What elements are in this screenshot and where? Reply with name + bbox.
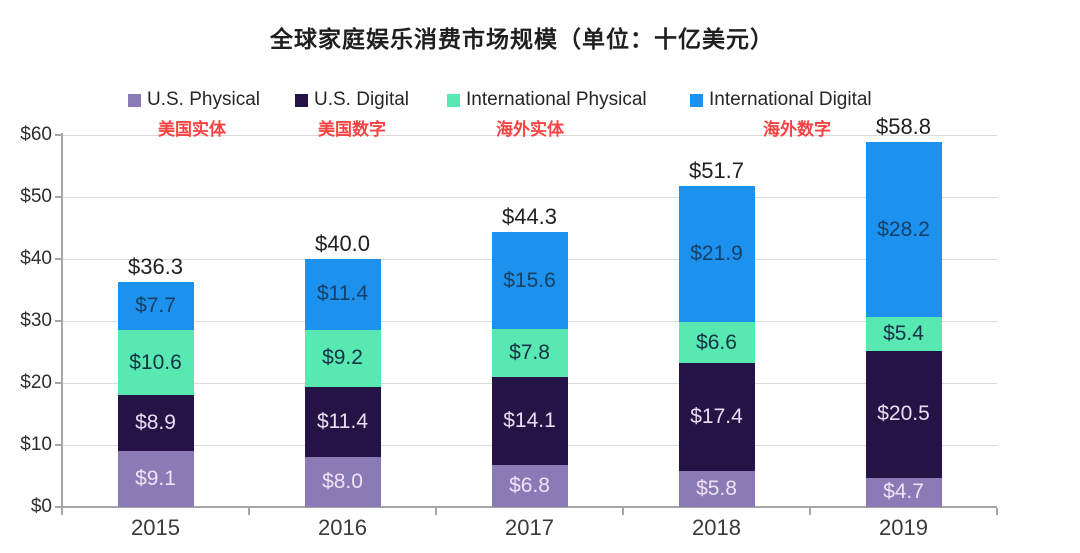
segment-value-label: $21.9 xyxy=(690,242,743,266)
x-axis-tick xyxy=(248,508,250,515)
legend-swatch-u-s-physical xyxy=(128,93,141,107)
y-axis-tick xyxy=(55,444,62,446)
y-axis-line xyxy=(61,133,63,513)
x-axis-tick xyxy=(996,508,998,515)
legend-annotation-zh-u-s-physical: 美国实体 xyxy=(158,120,226,139)
legend-swatch-u-s-digital xyxy=(295,93,308,107)
segment-value-label: $20.5 xyxy=(877,402,930,426)
bar-total-label: $44.3 xyxy=(501,204,558,230)
legend-swatch-international-digital xyxy=(690,93,703,107)
segment-value-label: $8.0 xyxy=(322,470,363,494)
bar-segment-2019-international-physical: $5.4 xyxy=(865,317,942,351)
segment-value-label: $11.4 xyxy=(317,282,368,306)
bar-segment-2017-international-physical: $7.8 xyxy=(491,329,568,378)
segment-value-label: $6.8 xyxy=(509,473,550,497)
x-axis-tick xyxy=(622,508,624,515)
y-axis-label: $20 xyxy=(20,372,52,393)
segment-value-label: $14.1 xyxy=(503,409,556,433)
y-axis-tick xyxy=(55,134,62,136)
chart-title: 全球家庭娱乐消费市场规模（单位：十亿美元） xyxy=(270,26,774,52)
y-axis-label: $40 xyxy=(20,248,52,269)
legend-item-international-physical: International Physical xyxy=(447,89,647,111)
legend-label: International Physical xyxy=(466,89,647,110)
x-axis-label: 2019 xyxy=(879,515,928,540)
y-axis-label: $60 xyxy=(20,124,52,145)
bar-segment-2018-international-physical: $6.6 xyxy=(678,322,755,364)
gridline xyxy=(62,134,997,136)
y-axis-tick xyxy=(55,320,62,322)
legend-swatch-international-physical xyxy=(447,93,460,107)
segment-value-label: $8.9 xyxy=(135,410,176,434)
segment-value-label: $11.4 xyxy=(317,410,368,434)
bar-total-label: $58.8 xyxy=(875,114,932,140)
segment-value-label: $15.6 xyxy=(503,268,556,292)
legend-label: International Digital xyxy=(709,89,872,110)
bar-segment-2017-international-digital: $15.6 xyxy=(491,232,568,330)
bar-segment-2019-international-digital: $28.2 xyxy=(865,142,942,318)
segment-value-label: $17.4 xyxy=(690,405,743,429)
bar-segment-2018-u-s-digital: $17.4 xyxy=(678,363,755,472)
y-axis-tick xyxy=(55,382,62,384)
legend-annotation-zh-u-s-digital: 美国数字 xyxy=(318,120,386,139)
bar-segment-2015-u-s-digital: $8.9 xyxy=(117,395,194,451)
bar-segment-2017-u-s-physical: $6.8 xyxy=(491,464,568,507)
x-axis-line xyxy=(62,506,997,508)
bar-total-label: $51.7 xyxy=(688,158,745,184)
legend-annotation-zh-international-physical: 海外实体 xyxy=(496,120,564,139)
y-axis-label: $10 xyxy=(20,434,52,455)
bar-segment-2017-u-s-digital: $14.1 xyxy=(491,377,568,465)
y-axis-label: $30 xyxy=(20,310,52,331)
bar-segment-2015-international-digital: $7.7 xyxy=(117,281,194,330)
legend-label: U.S. Digital xyxy=(314,89,410,110)
x-axis-tick xyxy=(61,508,63,515)
bar-segment-2019-u-s-digital: $20.5 xyxy=(865,350,942,478)
bar-segment-2016-u-s-digital: $11.4 xyxy=(304,386,381,458)
segment-value-label: $28.2 xyxy=(877,217,930,241)
bar-segment-2018-u-s-physical: $5.8 xyxy=(678,471,755,507)
segment-value-label: $5.8 xyxy=(696,477,737,500)
bar-total-label: $36.3 xyxy=(127,253,184,279)
bar-segment-2016-u-s-physical: $8.0 xyxy=(304,457,381,507)
segment-value-label: $9.2 xyxy=(322,346,363,370)
segment-value-label: $6.6 xyxy=(696,330,737,354)
legend-item-u-s-physical: U.S. Physical xyxy=(128,89,260,111)
bar-segment-2016-international-digital: $11.4 xyxy=(304,259,381,330)
segment-value-label: $9.1 xyxy=(135,466,176,490)
y-axis-label: $0 xyxy=(30,496,52,517)
segment-value-label: $7.7 xyxy=(135,293,176,317)
segment-value-label: $10.6 xyxy=(129,350,182,374)
bar-segment-2018-international-digital: $21.9 xyxy=(678,186,755,323)
x-axis-tick xyxy=(435,508,437,515)
x-axis-tick xyxy=(809,508,811,515)
bar-segment-2015-u-s-physical: $9.1 xyxy=(117,450,194,507)
y-axis-tick xyxy=(55,258,62,260)
segment-value-label: $4.7 xyxy=(883,480,924,504)
bar-segment-2015-international-physical: $10.6 xyxy=(117,329,194,396)
x-axis-label: 2018 xyxy=(692,515,741,540)
segment-value-label: $5.4 xyxy=(883,322,924,345)
x-axis-label: 2016 xyxy=(318,515,367,540)
y-axis-label: $50 xyxy=(20,186,52,207)
gridline xyxy=(62,196,997,198)
bar-segment-2019-u-s-physical: $4.7 xyxy=(865,477,942,507)
segment-value-label: $7.8 xyxy=(509,341,550,365)
y-axis-tick xyxy=(55,506,62,508)
bar-segment-2016-international-physical: $9.2 xyxy=(304,329,381,387)
legend-item-international-digital: International Digital xyxy=(690,89,872,111)
bar-total-label: $40.0 xyxy=(314,231,371,256)
y-axis-tick xyxy=(55,196,62,198)
legend-label: U.S. Physical xyxy=(147,89,260,110)
legend-item-u-s-digital: U.S. Digital xyxy=(295,89,409,111)
legend-annotation-zh-international-digital: 海外数字 xyxy=(763,120,831,139)
x-axis-label: 2017 xyxy=(505,515,554,540)
x-axis-label: 2015 xyxy=(131,515,180,540)
